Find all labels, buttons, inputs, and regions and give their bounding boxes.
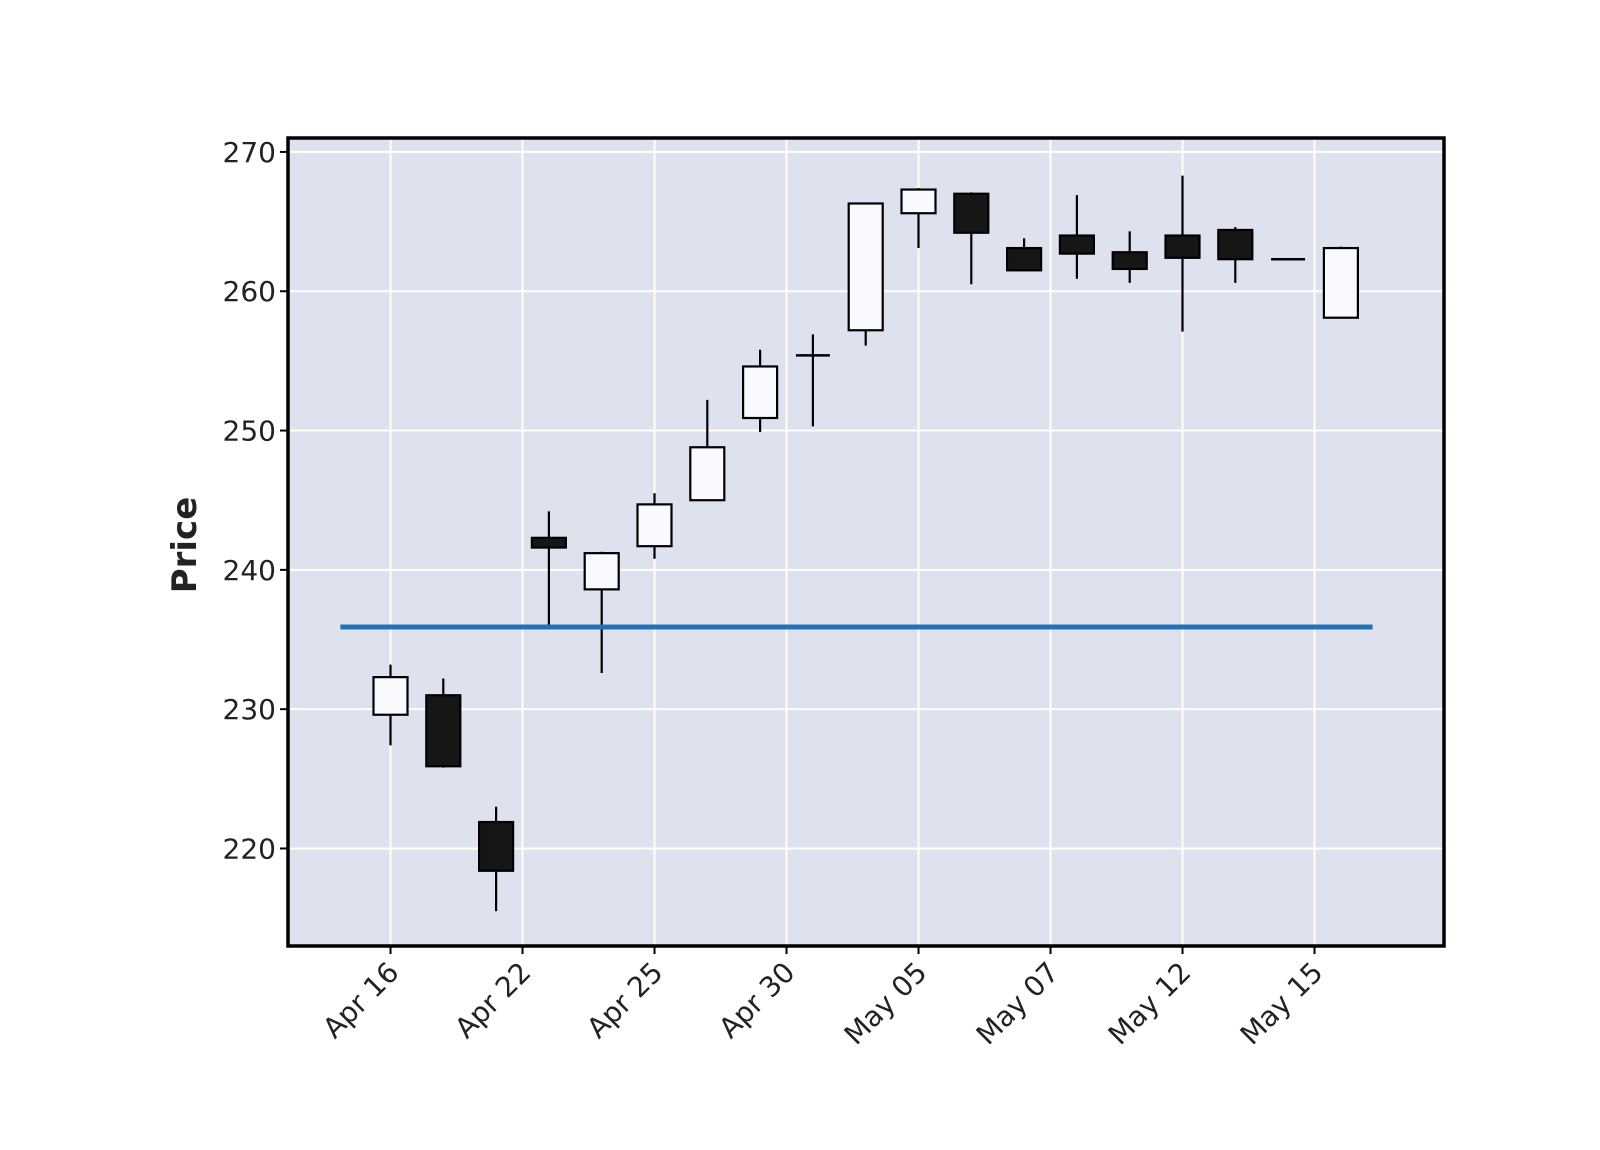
candle <box>900 188 937 249</box>
candle-body <box>1005 246 1043 272</box>
candle-body <box>1322 246 1360 319</box>
y-tick-label: 250 <box>223 415 276 448</box>
candle-body <box>583 552 620 591</box>
candle <box>1217 227 1254 283</box>
candle-body <box>1111 251 1148 271</box>
candle <box>1005 238 1043 272</box>
x-tick-label: Apr 30 <box>712 956 801 1045</box>
candle <box>1322 246 1360 319</box>
candle <box>1058 195 1096 279</box>
candle-body <box>689 446 726 502</box>
candle <box>847 202 884 346</box>
candle-body <box>425 694 462 768</box>
candle <box>425 678 462 768</box>
grid-lines <box>288 138 1444 946</box>
candle-body <box>1058 234 1096 255</box>
x-tick-label: Apr 22 <box>448 956 537 1045</box>
plot-frame <box>286 136 1446 948</box>
candle-body <box>953 192 990 234</box>
candle-body <box>847 202 884 332</box>
candle-body <box>372 676 409 716</box>
candle <box>1111 231 1148 283</box>
y-tick-label: 220 <box>223 832 276 865</box>
candle <box>478 806 515 912</box>
candle <box>636 493 673 559</box>
candle <box>372 664 409 746</box>
candle-body <box>1164 234 1201 259</box>
y-tick-label: 270 <box>223 136 276 169</box>
candle <box>583 551 620 673</box>
candle <box>530 511 568 626</box>
x-tick-label: May 05 <box>838 956 934 1052</box>
candle-body <box>1217 228 1254 261</box>
candle-body <box>530 536 568 549</box>
candle <box>689 399 726 502</box>
candle <box>795 334 830 427</box>
x-tick-label: Apr 16 <box>316 956 405 1045</box>
candle-body <box>478 820 515 872</box>
candle-body <box>741 365 779 420</box>
x-axis: Apr 16 Apr 22 Apr 25 Apr 30 May 05 May 07 May … <box>316 946 1329 1051</box>
candle <box>953 192 990 285</box>
candle <box>741 349 779 432</box>
candle-body <box>900 188 937 215</box>
x-tick-label: May 15 <box>1234 956 1330 1052</box>
candle <box>1164 175 1201 332</box>
y-axis: 220 230 240 250 260 270 <box>223 136 288 865</box>
candle-body <box>636 503 673 548</box>
x-tick-label: May 12 <box>1102 956 1198 1052</box>
x-tick-label: Apr 25 <box>580 956 669 1045</box>
candles <box>372 175 1360 912</box>
y-tick-label: 240 <box>223 554 276 587</box>
y-axis-label: Price <box>165 497 205 594</box>
x-tick-label: May 07 <box>970 956 1066 1052</box>
y-tick-label: 260 <box>223 275 276 308</box>
y-tick-label: 230 <box>223 693 276 726</box>
